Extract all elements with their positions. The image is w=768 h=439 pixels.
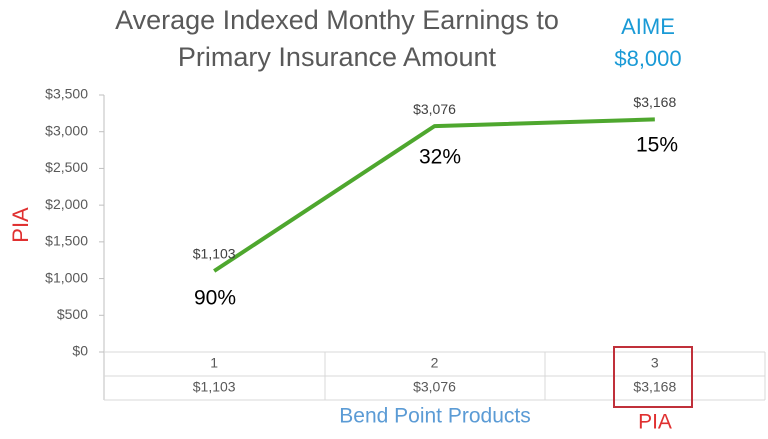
data-line (213, 117, 655, 273)
chart-title: Primary Insurance Amount (178, 42, 497, 72)
y-axis-label: PIA (8, 207, 33, 243)
data-label: $1,103 (193, 246, 236, 262)
x-tick-label: 2 (431, 355, 439, 371)
annotation: 90% (194, 287, 236, 310)
y-tick-label: $3,000 (45, 122, 88, 138)
y-tick-label: $2,500 (45, 159, 88, 175)
chart-title: Average Indexed Monthy Earnings to (115, 5, 559, 35)
y-tick-label: $3,500 (45, 86, 88, 102)
table-value: $3,168 (633, 379, 676, 395)
highlight-box (613, 346, 693, 408)
y-tick-label: $2,000 (45, 196, 88, 212)
x-tick-label: 1 (210, 355, 218, 371)
y-tick-label: $1,000 (45, 269, 88, 285)
annotation: $8,000 (614, 46, 681, 71)
y-tick-label: $500 (57, 306, 88, 322)
y-tick-label: $0 (72, 343, 88, 359)
x-axis-label: Bend Point Products (339, 405, 530, 428)
y-tick-label: $1,500 (45, 233, 88, 249)
annotation: 32% (419, 146, 461, 169)
data-label: $3,076 (413, 101, 456, 117)
annotation: 15% (636, 134, 678, 157)
table-value: $1,103 (193, 379, 236, 395)
table-value: $3,076 (413, 379, 456, 395)
annotation: AIME (621, 14, 675, 39)
annotation: PIA (638, 411, 672, 434)
data-label: $3,168 (633, 94, 676, 110)
x-tick-label: 3 (651, 355, 659, 371)
